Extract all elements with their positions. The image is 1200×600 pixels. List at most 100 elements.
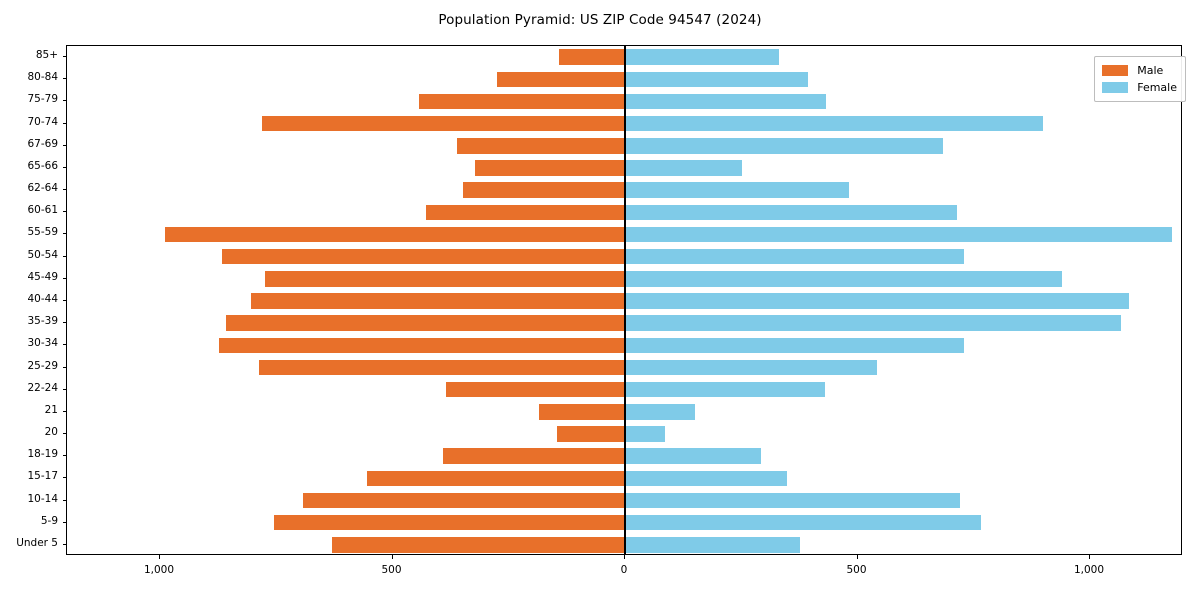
- bar-female-60-61: [625, 204, 958, 221]
- bar-male-70-74: [261, 115, 625, 132]
- bar-male-25-29: [258, 359, 625, 376]
- bar-row: [67, 381, 1181, 398]
- y-tick-mark: [62, 388, 66, 390]
- bar-male-60-61: [426, 204, 625, 221]
- bar-male-45-49: [264, 271, 625, 287]
- bar-row: [67, 160, 1181, 176]
- bar-male-40-44: [250, 293, 625, 309]
- bar-row: [67, 182, 1181, 198]
- y-tick-label-70-74: 70-74: [27, 115, 58, 128]
- bar-male-75-79: [419, 93, 625, 110]
- y-tick-label-40-44: 40-44: [27, 293, 58, 305]
- y-tick-label-under-5: Under 5: [16, 536, 58, 549]
- y-tick-mark: [62, 433, 66, 435]
- bar-male-80-84: [496, 71, 625, 88]
- bar-row: [67, 426, 1181, 442]
- y-tick-mark: [62, 455, 66, 457]
- bar-female-62-64: [625, 182, 850, 198]
- bar-female-45-49: [625, 271, 1063, 287]
- y-tick-mark: [62, 322, 66, 324]
- bar-row: [67, 315, 1181, 331]
- bar-female-75-79: [625, 93, 827, 110]
- y-tick-label-85-: 85+: [35, 49, 58, 62]
- bar-female-50-54: [625, 248, 964, 265]
- y-tick-label-20: 20: [44, 426, 58, 439]
- bar-male-30-34: [218, 337, 625, 354]
- y-tick-label-18-19: 18-19: [27, 448, 58, 461]
- x-tick-label-1: 500: [381, 564, 402, 576]
- y-tick-label-50-54: 50-54: [27, 248, 58, 261]
- y-tick-mark: [62, 477, 66, 479]
- y-tick-mark: [62, 277, 66, 279]
- y-tick-label-5-9: 5-9: [40, 514, 58, 527]
- chart-title: Population Pyramid: US ZIP Code 94547 (2…: [438, 12, 762, 28]
- bar-row: [67, 93, 1181, 110]
- bar-male-67-69: [457, 138, 625, 154]
- y-tick-label-65-66: 65-66: [27, 159, 58, 172]
- bar-female-30-34: [625, 337, 964, 354]
- bar-male-55-59: [165, 226, 625, 243]
- bar-row: [67, 470, 1181, 487]
- y-tick-label-45-49: 45-49: [27, 270, 58, 283]
- y-tick-mark: [62, 100, 66, 102]
- y-tick-mark: [62, 233, 66, 235]
- y-tick-mark: [62, 166, 66, 168]
- bar-row: [67, 537, 1181, 553]
- y-tick-label-15-17: 15-17: [27, 470, 58, 483]
- x-tick-mark: [856, 555, 858, 559]
- x-tick-label-3: 500: [846, 564, 867, 576]
- y-tick-label-35-39: 35-39: [27, 315, 58, 328]
- bar-row: [67, 404, 1181, 420]
- y-tick-label-25-29: 25-29: [27, 359, 58, 372]
- legend-entry-male: Male: [1102, 62, 1177, 79]
- legend-entry-female: Female: [1102, 79, 1177, 96]
- bar-male-65-66: [474, 160, 625, 176]
- bar-row: [67, 248, 1181, 265]
- bar-female-21: [625, 404, 696, 420]
- y-tick-mark: [62, 211, 66, 213]
- legend-label-female: Female: [1137, 81, 1177, 94]
- bar-female-10-14: [625, 492, 960, 509]
- y-tick-label-10-14: 10-14: [27, 492, 58, 505]
- bar-row: [67, 204, 1181, 221]
- bar-female-20: [625, 426, 666, 442]
- bar-row: [67, 71, 1181, 88]
- bar-female-35-39: [625, 315, 1121, 331]
- y-tick-label-21: 21: [44, 403, 58, 416]
- bar-female-67-69: [625, 138, 944, 154]
- y-tick-label-55-59: 55-59: [27, 226, 58, 239]
- bar-row: [67, 226, 1181, 243]
- y-tick-label-62-64: 62-64: [27, 182, 58, 195]
- y-tick-mark: [62, 122, 66, 124]
- y-tick-mark: [62, 344, 66, 346]
- bar-row: [67, 337, 1181, 354]
- bar-male-under-5: [332, 537, 625, 553]
- bar-female-65-66: [625, 160, 742, 176]
- x-tick-mark: [1089, 555, 1090, 559]
- bar-male-20: [557, 426, 625, 442]
- x-tick-mark: [624, 555, 625, 559]
- y-tick-mark: [62, 300, 66, 301]
- bar-male-62-64: [463, 182, 625, 198]
- bar-male-50-54: [222, 248, 625, 265]
- bar-female-under-5: [625, 537, 800, 553]
- bar-female-15-17: [625, 470, 787, 487]
- y-tick-label-30-34: 30-34: [27, 337, 58, 350]
- bar-row: [67, 492, 1181, 509]
- chart-legend: Male Female: [1094, 56, 1186, 102]
- bar-male-15-17: [367, 470, 625, 487]
- bar-row: [67, 115, 1181, 132]
- bars-layer: [67, 46, 1181, 554]
- x-tick-label-4: 1,000: [1073, 564, 1105, 576]
- bar-male-21: [538, 404, 625, 420]
- bar-female-70-74: [625, 115, 1043, 132]
- legend-swatch-female: [1102, 82, 1129, 93]
- bar-male-35-39: [226, 315, 625, 331]
- y-tick-mark: [62, 410, 66, 412]
- y-tick-mark: [62, 543, 66, 545]
- bar-row: [67, 514, 1181, 531]
- bar-female-85-: [625, 49, 779, 65]
- bar-female-25-29: [625, 359, 877, 376]
- y-tick-mark: [62, 255, 66, 257]
